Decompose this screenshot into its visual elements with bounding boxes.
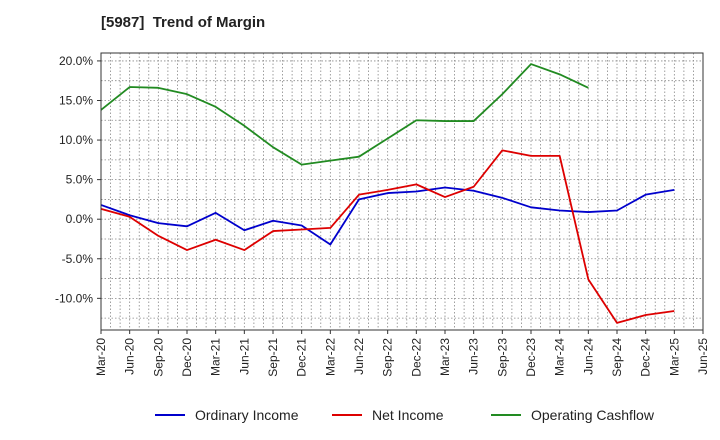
x-tick-label: Mar-24	[553, 338, 567, 376]
x-tick-label: Jun-23	[467, 338, 481, 375]
x-tick-label: Sep-23	[495, 338, 509, 377]
x-tick-label: Dec-24	[639, 338, 653, 377]
x-tick-label: Mar-22	[323, 338, 337, 376]
y-tick-label: 0.0%	[66, 212, 94, 226]
x-tick-label: Dec-21	[295, 338, 309, 377]
legend-label: Net Income	[372, 407, 444, 423]
x-tick-label: Mar-21	[209, 338, 223, 376]
x-tick-label: Sep-20	[151, 338, 165, 377]
plot-area-frame	[100, 52, 704, 331]
series-line-operating-cashflow	[100, 63, 589, 166]
x-tick-label: Jun-24	[581, 338, 595, 375]
x-axis-ticks: Mar-20 Jun-20 Sep-20 Dec-20 Mar-21 Jun-21 Sep-…	[94, 330, 710, 377]
y-tick-label: 10.0%	[59, 133, 93, 147]
chart-title: [5987] Trend of Margin	[101, 14, 266, 31]
x-tick-label: Mar-25	[667, 338, 681, 376]
grid	[101, 53, 703, 330]
x-tick-label: Jun-21	[237, 338, 251, 375]
x-tick-label: Dec-23	[524, 338, 538, 377]
x-tick-label: Jun-22	[352, 338, 366, 375]
y-tick-label: 15.0%	[59, 93, 93, 107]
x-tick-label: Sep-21	[266, 338, 280, 377]
x-tick-label: Mar-23	[438, 338, 452, 376]
x-tick-label: Dec-22	[409, 338, 423, 377]
series-lines	[100, 63, 675, 324]
series-line-net-income	[100, 149, 675, 324]
x-tick-label: Dec-20	[180, 338, 194, 377]
y-tick-label: -10.0%	[55, 291, 93, 305]
x-tick-label: Jun-25	[696, 338, 710, 375]
y-tick-label: 5.0%	[66, 173, 94, 187]
x-tick-label: Sep-22	[381, 338, 395, 377]
y-tick-label: 20.0%	[59, 54, 93, 68]
x-tick-label: Mar-20	[94, 338, 108, 376]
y-axis-ticks: 20.0% 15.0% 10.0% 5.0% 0.0% -5.0% -10.0%	[55, 54, 101, 305]
x-tick-label: Jun-20	[123, 338, 137, 375]
legend-label: Operating Cashflow	[531, 407, 655, 423]
x-tick-label: Sep-24	[610, 338, 624, 377]
legend: Ordinary Income Net Income Operating Cashf…	[155, 407, 655, 423]
legend-label: Ordinary Income	[195, 407, 299, 423]
series-line-ordinary-income	[100, 186, 675, 246]
y-tick-label: -5.0%	[62, 252, 94, 266]
